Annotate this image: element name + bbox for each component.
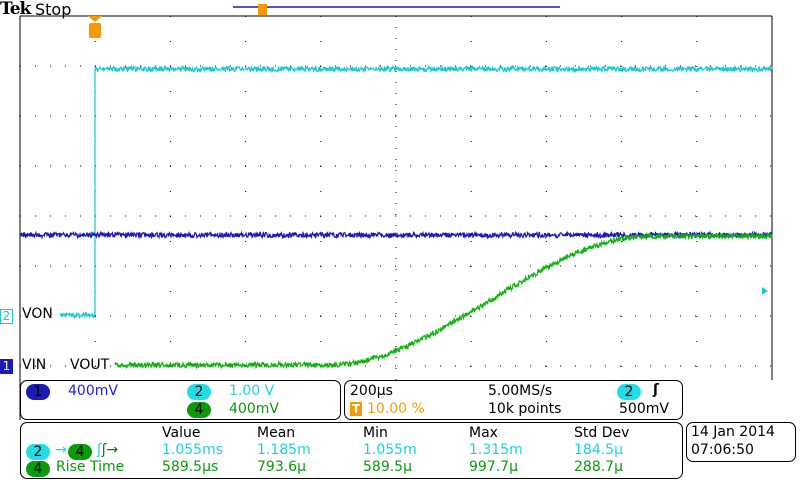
ch1-label: VIN	[22, 357, 46, 373]
vertical-settings-panel[interactable]: 1 400mV 2 1.00 V 4 400mV	[20, 380, 341, 420]
trigger-position: 10.00 %	[367, 401, 425, 417]
ch2-label: VON	[22, 306, 53, 322]
horizontal-settings-panel[interactable]: 200µs 5.00MS/s T 10.00 % 10k points 2 ʃ …	[344, 380, 683, 420]
delay-edge-icon: ʃʃ→	[97, 442, 118, 458]
min: 1.055m	[363, 442, 417, 458]
rising-edge-icon: ʃ	[653, 382, 659, 398]
ch4-badge[interactable]: 4	[187, 402, 211, 418]
col-value: Value	[162, 425, 200, 441]
trigger-level: 500mV	[619, 401, 669, 417]
datetime-panel: 14 Jan 2014 07:06:50	[686, 422, 796, 462]
time: 07:06:50	[691, 442, 754, 458]
min: 589.5µ	[363, 459, 412, 475]
col-mean: Mean	[257, 425, 295, 441]
ch2-scale: 1.00 V	[229, 383, 274, 399]
trigger-marker-icon	[89, 23, 101, 38]
ch2-marker: 2	[0, 308, 13, 324]
measurements-panel[interactable]: Value Mean Min Max Std Dev 2 → 4 ʃʃ→ 1.0…	[20, 422, 683, 479]
col-max: Max	[469, 425, 498, 441]
col-std-dev: Std Dev	[574, 425, 629, 441]
dest-badge: 4	[68, 444, 92, 460]
trigger-level-marker	[762, 287, 768, 295]
mean: 793.6µ	[257, 459, 306, 475]
ch4-scale: 400mV	[229, 401, 279, 417]
mean: 1.185m	[257, 442, 311, 458]
record-trigger-icon	[258, 4, 267, 15]
trigger-source-badge[interactable]: 2	[617, 384, 641, 400]
value: 1.055ms	[162, 442, 223, 458]
ch1-scale: 400mV	[68, 383, 118, 399]
record-length: 10k points	[488, 401, 561, 417]
date: 14 Jan 2014	[691, 424, 775, 440]
arrow-icon: →	[55, 442, 67, 458]
sample-rate: 5.00MS/s	[488, 383, 552, 399]
time-per-div: 200µs	[350, 383, 393, 399]
ch2-badge[interactable]: 2	[187, 384, 211, 400]
value: 589.5µs	[162, 459, 218, 475]
std-dev: 288.7µ	[574, 459, 623, 475]
ch4-trace	[115, 234, 772, 368]
source-badge: 4	[26, 461, 50, 477]
ch1-marker: 1	[0, 358, 13, 374]
trigger-icon: T	[350, 402, 362, 416]
source-badge: 2	[26, 444, 50, 460]
trigger-marker-arrow	[88, 16, 102, 22]
max: 1.315m	[469, 442, 523, 458]
col-min: Min	[363, 425, 388, 441]
ch2-trace	[60, 67, 772, 318]
ch1-badge[interactable]: 1	[26, 384, 50, 400]
std-dev: 184.5µ	[574, 442, 623, 458]
max: 997.7µ	[469, 459, 518, 475]
ch4-label: VOUT	[70, 357, 109, 373]
measurement-label: Rise Time	[56, 459, 124, 475]
